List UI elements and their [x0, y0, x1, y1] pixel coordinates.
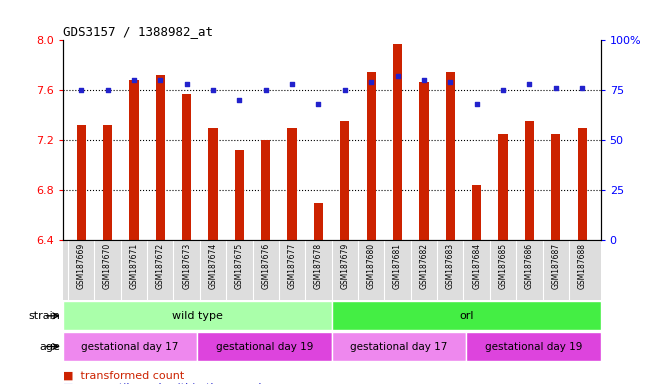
Text: GSM187672: GSM187672 — [156, 243, 165, 289]
Point — [102, 87, 113, 93]
Text: gestational day 19: gestational day 19 — [484, 341, 582, 352]
Text: orl: orl — [459, 311, 473, 321]
Text: gestational day 19: gestational day 19 — [216, 341, 313, 352]
Bar — [393, 44, 402, 240]
Bar — [209, 128, 218, 240]
Point — [155, 77, 166, 83]
Text: GSM187675: GSM187675 — [235, 243, 244, 289]
Text: ■  transformed count: ■ transformed count — [63, 371, 184, 381]
Text: GSM187688: GSM187688 — [578, 243, 587, 289]
Point — [182, 81, 192, 87]
Bar — [340, 121, 349, 240]
Bar — [156, 75, 165, 240]
Point — [550, 85, 561, 91]
Bar — [446, 71, 455, 240]
Bar — [63, 332, 197, 361]
Bar — [129, 80, 139, 240]
Point — [234, 97, 245, 103]
Bar — [331, 301, 601, 330]
Bar — [197, 332, 331, 361]
Text: GSM187670: GSM187670 — [103, 243, 112, 289]
Text: GSM187679: GSM187679 — [341, 243, 349, 289]
Point — [208, 87, 218, 93]
Bar — [366, 71, 376, 240]
Bar — [261, 140, 271, 240]
Text: GSM187676: GSM187676 — [261, 243, 270, 289]
Text: GSM187683: GSM187683 — [446, 243, 455, 289]
Bar — [235, 150, 244, 240]
Text: GSM187682: GSM187682 — [420, 243, 428, 289]
Bar — [182, 94, 191, 240]
Text: GSM187678: GSM187678 — [314, 243, 323, 289]
Point — [129, 77, 139, 83]
Point — [287, 81, 298, 87]
Bar — [498, 134, 508, 240]
Text: ■  percentile rank within the sample: ■ percentile rank within the sample — [63, 382, 268, 384]
Point — [471, 101, 482, 107]
Point — [418, 77, 429, 83]
Bar — [331, 332, 466, 361]
Point — [366, 79, 376, 85]
Bar — [63, 301, 331, 330]
Text: GDS3157 / 1388982_at: GDS3157 / 1388982_at — [63, 25, 213, 38]
Text: GSM187671: GSM187671 — [129, 243, 139, 289]
Point — [339, 87, 350, 93]
Bar — [578, 128, 587, 240]
Text: gestational day 17: gestational day 17 — [81, 341, 179, 352]
Bar — [466, 332, 601, 361]
Point — [577, 85, 587, 91]
Text: GSM187681: GSM187681 — [393, 243, 402, 289]
Point — [445, 79, 455, 85]
Bar — [419, 81, 428, 240]
Text: GSM187674: GSM187674 — [209, 243, 218, 289]
Point — [392, 73, 403, 79]
Text: GSM187687: GSM187687 — [551, 243, 560, 289]
Point — [261, 87, 271, 93]
Text: GSM187684: GSM187684 — [472, 243, 481, 289]
Text: GSM187673: GSM187673 — [182, 243, 191, 289]
Text: GSM187680: GSM187680 — [367, 243, 376, 289]
Bar — [525, 121, 534, 240]
Bar — [314, 203, 323, 240]
Point — [498, 87, 508, 93]
Point — [76, 87, 86, 93]
Text: GSM187677: GSM187677 — [288, 243, 296, 289]
Text: age: age — [39, 341, 60, 352]
Bar — [472, 185, 481, 240]
Text: GSM187669: GSM187669 — [77, 243, 86, 289]
Bar — [288, 128, 297, 240]
Text: GSM187685: GSM187685 — [498, 243, 508, 289]
Point — [314, 101, 324, 107]
Text: strain: strain — [28, 311, 60, 321]
Bar — [103, 125, 112, 240]
Bar — [77, 125, 86, 240]
Text: gestational day 17: gestational day 17 — [350, 341, 447, 352]
Text: wild type: wild type — [172, 311, 222, 321]
Bar — [551, 134, 560, 240]
Text: GSM187686: GSM187686 — [525, 243, 534, 289]
Point — [524, 81, 535, 87]
